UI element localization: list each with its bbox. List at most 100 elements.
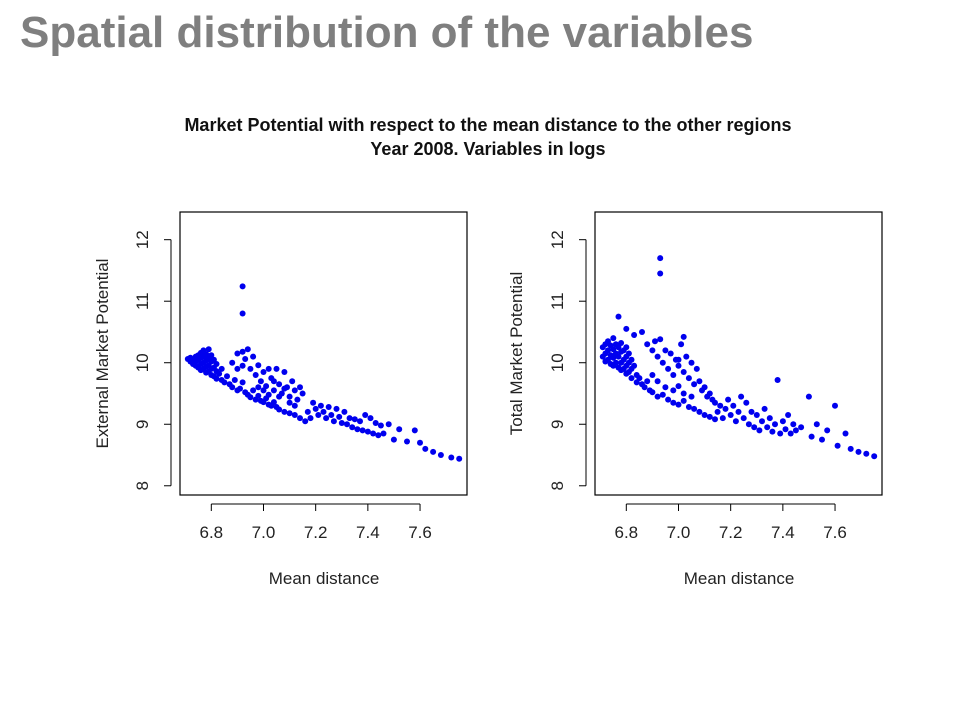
- chart-1-data-point: [260, 369, 267, 375]
- chart-1-data-point: [263, 383, 270, 390]
- chart-2-data-point: [782, 426, 789, 433]
- chart-1-data-point: [242, 356, 249, 362]
- chart-2-data-point: [774, 377, 781, 383]
- chart-2-data-point: [808, 433, 815, 440]
- chart-2-data-point: [670, 372, 677, 378]
- chart-1-data-point: [357, 418, 363, 425]
- chart-1-data-point: [367, 415, 374, 422]
- chart-1-data-point: [385, 421, 392, 428]
- chart-1-data-point: [234, 365, 241, 372]
- chart-1-data-point: [349, 424, 356, 431]
- chart-1-data-point: [312, 405, 319, 412]
- chart-2-data-point: [644, 378, 651, 385]
- chart-2-y-tick-label: 8: [548, 481, 567, 490]
- chart-1-data-point: [364, 428, 371, 435]
- chart-2-y-tick-label: 12: [548, 230, 567, 249]
- chart-1-data-point: [341, 408, 348, 415]
- chart-2-data-point: [813, 421, 820, 428]
- chart-1-data-point: [276, 381, 283, 388]
- chart-1-data-point: [417, 439, 423, 446]
- chart-1-data-point: [260, 387, 267, 394]
- chart-2-data-point: [662, 384, 669, 391]
- chart-2-data-point: [644, 341, 651, 348]
- chart-1-data-point: [286, 393, 293, 400]
- chart-2-data-point: [743, 399, 750, 406]
- chart-1-data-point: [372, 420, 379, 426]
- chart-2-x-tick-label: 7.0: [667, 523, 691, 542]
- chart-1-data-point: [289, 378, 296, 385]
- chart-2-data-point: [688, 393, 695, 400]
- chart-2-data-point: [685, 375, 692, 382]
- chart-2-data-point: [855, 448, 862, 455]
- chart-2-data-point: [753, 412, 760, 418]
- chart-1-data-point: [315, 412, 322, 418]
- chart-1-x-tick-label: 7.4: [356, 523, 380, 542]
- chart-1-data-point: [448, 454, 455, 461]
- chart-1-data-point: [205, 346, 212, 353]
- chart-1-x-tick-label: 6.8: [199, 523, 223, 542]
- chart-1-data-point: [213, 361, 220, 367]
- chart-1-data-point: [299, 390, 306, 397]
- chart-1-data-point: [359, 427, 366, 434]
- chart-2-y-tick-label: 9: [548, 420, 567, 429]
- chart-1-data-point: [310, 399, 317, 406]
- chart-1-data-point: [239, 310, 246, 317]
- chart-1-data-point: [255, 362, 262, 369]
- chart-1-data-point: [265, 391, 272, 398]
- chart-1-data-point: [257, 378, 264, 385]
- chart-2-data-point: [652, 338, 658, 345]
- chart-1-data-point: [229, 359, 236, 366]
- chart-2-data-point: [657, 270, 664, 277]
- slide-title: Spatial distribution of the variables: [20, 8, 754, 57]
- chart-1-data-point: [247, 365, 254, 372]
- chart-1-data-point: [437, 452, 444, 458]
- chart-2-data-point: [824, 427, 831, 434]
- chart-2-x-tick-label: 7.4: [771, 523, 795, 542]
- chart-2-data-point: [696, 408, 703, 415]
- chart-1-y-tick-label: 8: [133, 481, 152, 490]
- chart-1-data-point: [210, 356, 217, 363]
- chart-2-data-point: [680, 369, 687, 375]
- chart-1-data-point: [276, 393, 283, 400]
- chart-2-data-point: [751, 424, 758, 431]
- chart-2-data-point: [618, 340, 625, 346]
- chart-2-data-point: [623, 344, 630, 351]
- chart-2-data-point: [756, 427, 763, 434]
- chart-1-data-point: [255, 384, 262, 391]
- chart-1-data-point: [250, 387, 257, 394]
- chart-2-data-point: [871, 453, 878, 460]
- chart-2-x-axis-label: Mean distance: [684, 569, 795, 588]
- chart-2-data-point: [628, 356, 635, 363]
- chart-1-data-point: [294, 396, 301, 403]
- chart-1-data-point: [330, 418, 337, 425]
- chart-1-data-point: [270, 387, 277, 394]
- chart-1-data-point: [281, 408, 288, 415]
- chart-1-data-point: [216, 370, 223, 377]
- chart-2-data-point: [730, 402, 737, 409]
- chart-1: 6.8 7.0 7.2 7.4 7.6 8 9 10 11 12 Mean distance Exte…: [93, 211, 468, 588]
- chart-2-data-point: [654, 353, 661, 360]
- chart-2-data-point: [725, 396, 732, 403]
- chart-1-data-point: [276, 406, 283, 413]
- chart-1-data-point: [302, 418, 309, 425]
- chart-2-x-tick-label: 7.6: [823, 523, 847, 542]
- chart-2-y-axis-label: Total Market Potential: [507, 272, 526, 435]
- chart-2-data-point: [610, 335, 617, 342]
- chart-1-data-point: [291, 412, 298, 418]
- chart-2-data-point: [605, 356, 611, 363]
- chart-2-data-point: [667, 350, 674, 357]
- chart-1-data-point: [237, 385, 243, 392]
- chart-2-data-point: [790, 421, 797, 428]
- chart-1-data-point: [291, 387, 298, 394]
- chart-2-data-point: [678, 341, 685, 348]
- chart-1-data-point: [396, 426, 403, 433]
- chart-1-data-point: [422, 445, 429, 452]
- chart-2-data-point: [714, 408, 721, 415]
- chart-2-data-point: [779, 418, 786, 425]
- chart-2-data-point: [680, 390, 687, 397]
- chart-1-data-point: [239, 348, 246, 355]
- chart-1-data-point: [304, 408, 311, 415]
- chart-2-y-tick-label: 11: [548, 292, 567, 310]
- chart-2-data-point: [665, 396, 672, 403]
